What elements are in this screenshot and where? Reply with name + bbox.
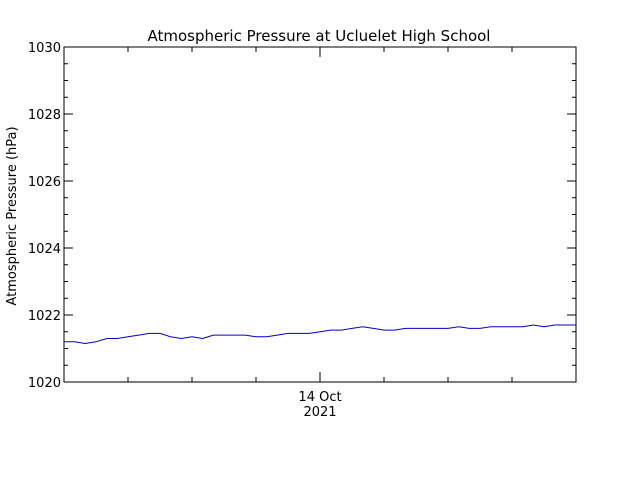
pressure-series-line (64, 324, 576, 345)
chart-title: Atmospheric Pressure at Ucluelet High Sc… (148, 27, 491, 45)
y-tick-label: 1026 (28, 175, 61, 190)
y-axis-label: Atmospheric Pressure (hPa) (5, 126, 20, 305)
axis-ticks (63, 46, 577, 383)
series-group (64, 324, 576, 345)
y-tick-label: 1020 (28, 376, 61, 391)
y-tick-label: 1024 (28, 242, 61, 257)
y-tick-label: 1022 (28, 309, 61, 324)
x-tick-label: 14 Oct (298, 390, 341, 405)
y-tick-label: 1030 (28, 41, 61, 56)
x-tick-label: 2021 (303, 405, 336, 420)
y-tick-label: 1028 (28, 108, 61, 123)
